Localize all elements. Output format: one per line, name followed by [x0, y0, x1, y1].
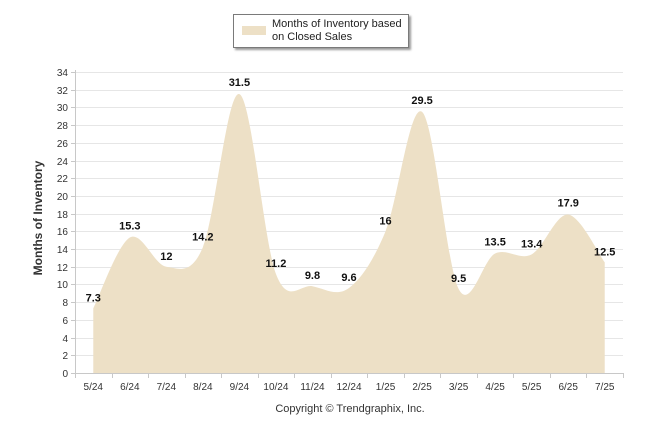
x-tick-label: 3/25 — [449, 382, 469, 393]
data-labels: 7.3 15.3 12 14.2 31.5 11.2 9.8 9.6 16 29.5 9.5 13.5… — [86, 77, 616, 304]
x-tick-label: 2/25 — [412, 382, 432, 393]
y-tick-label: 6 — [62, 316, 68, 327]
data-label: 17.9 — [557, 198, 578, 210]
data-label: 13.4 — [521, 238, 543, 250]
y-tick-label: 20 — [57, 192, 69, 203]
data-label: 12 — [160, 251, 172, 263]
x-tick-label: 6/24 — [120, 382, 140, 393]
y-tick-label: 4 — [62, 334, 68, 345]
x-tick-label: 7/25 — [595, 382, 615, 393]
x-tick-label: 5/24 — [84, 382, 104, 393]
x-tick-label: 6/25 — [558, 382, 578, 393]
data-label: 14.2 — [192, 231, 213, 243]
legend: Months of Inventory based on Closed Sale… — [233, 14, 409, 48]
data-label: 13.5 — [484, 236, 505, 248]
data-label: 31.5 — [229, 77, 250, 89]
data-label: 16 — [379, 215, 391, 227]
x-tick-label: 12/24 — [336, 382, 361, 393]
y-tick-label: 8 — [62, 298, 68, 309]
area-series — [93, 94, 605, 373]
x-tick-label: 11/24 — [300, 382, 325, 393]
y-tick-label: 30 — [57, 103, 69, 114]
x-tick-label: 1/25 — [376, 382, 396, 393]
legend-swatch — [242, 26, 266, 35]
area-fill — [93, 94, 605, 373]
data-label: 12.5 — [594, 246, 615, 258]
data-label: 15.3 — [119, 221, 140, 233]
copyright-text: Copyright © Trendgraphix, Inc. — [275, 403, 425, 415]
data-label: 29.5 — [411, 95, 432, 107]
data-label: 7.3 — [86, 292, 101, 304]
x-tick-label: 7/24 — [157, 382, 177, 393]
y-tick-label: 16 — [57, 227, 69, 238]
y-tick-label: 28 — [57, 121, 69, 132]
x-tick-label: 5/25 — [522, 382, 542, 393]
y-tick-label: 2 — [62, 351, 68, 362]
y-tick-label: 34 — [57, 68, 69, 79]
x-tick-label: 9/24 — [230, 382, 250, 393]
y-tick-label: 12 — [57, 263, 69, 274]
y-tick-label: 26 — [57, 139, 69, 150]
y-tick-label: 32 — [57, 86, 69, 97]
data-label: 11.2 — [266, 258, 287, 270]
y-tick-label: 24 — [57, 157, 69, 168]
x-tick-label: 10/24 — [263, 382, 288, 393]
y-tick-label: 18 — [57, 210, 69, 221]
y-tick-label: 10 — [57, 280, 69, 291]
data-label: 9.6 — [341, 272, 356, 284]
x-tick-label: 8/24 — [193, 382, 213, 393]
x-tick-label: 4/25 — [485, 382, 505, 393]
legend-label: Months of Inventory based on Closed Sale… — [272, 18, 402, 43]
y-tick-label: 14 — [57, 245, 69, 256]
data-label: 9.8 — [305, 270, 320, 282]
y-axis-title: Months of Inventory — [31, 160, 45, 276]
data-label: 9.5 — [451, 273, 466, 285]
y-tick-label: 0 — [62, 369, 68, 380]
y-tick-label: 22 — [57, 174, 69, 185]
